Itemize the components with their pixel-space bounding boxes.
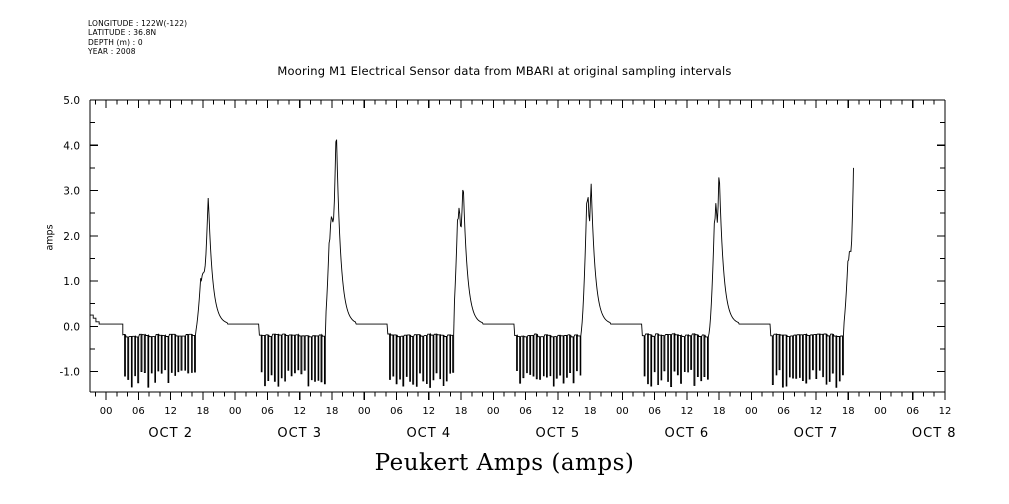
x-tick-label: 12 [164, 406, 177, 417]
x-axis-ticks [94, 100, 946, 400]
x-tick-label: 12 [422, 406, 435, 417]
y-tick-label: 3.0 [63, 186, 80, 198]
x-tick-label: 06 [906, 406, 919, 417]
x-tick-label: 18 [713, 406, 726, 417]
y-tick-label: 0.0 [63, 321, 80, 333]
y-tick-label: 4.0 [63, 140, 80, 152]
day-label: OCT 4 [406, 426, 451, 441]
x-tick-label: 18 [584, 406, 597, 417]
day-labels: OCT 2 OCT 3 OCT 4 OCT 5 OCT 6 OCT 7 OCT 8 [148, 426, 957, 441]
x-tick-label: 12 [681, 406, 694, 417]
y-tick-label: 5.0 [63, 95, 80, 107]
x-tick-label: 18 [455, 406, 468, 417]
x-tick-label: 00 [487, 406, 500, 417]
x-tick-label: 12 [551, 406, 564, 417]
chart-caption: Peukert Amps (amps) [374, 450, 635, 476]
metadata-depth: DEPTH (m) : 0 [88, 37, 143, 47]
day-label: OCT 5 [536, 426, 581, 441]
day-label: OCT 3 [277, 426, 322, 441]
plot-frame [89, 99, 946, 393]
x-tick-label: 00 [229, 406, 242, 417]
x-tick-label: 12 [293, 406, 306, 417]
day-label: OCT 8 [912, 426, 957, 441]
x-tick-label: 00 [100, 406, 113, 417]
day-label: OCT 2 [148, 426, 193, 441]
x-tick-label: 06 [777, 406, 790, 417]
metadata-latitude: LATITUDE : 36.8N [88, 28, 157, 38]
metadata-year: YEAR : 2008 [88, 47, 136, 57]
x-tick-label: 12 [810, 406, 823, 417]
y-tick-labels: 5.0 4.0 3.0 2.0 1.0 0.0 -1.0 [60, 95, 81, 379]
metadata-block: LONGITUDE : 122W(-122) LATITUDE : 36.8N … [88, 19, 187, 57]
x-tick-label: 06 [261, 406, 274, 417]
x-tick-label: 00 [616, 406, 629, 417]
data-series [90, 139, 854, 388]
x-tick-label: 00 [874, 406, 887, 417]
y-tick-label: 2.0 [63, 231, 80, 243]
x-tick-labels: 00 06 12 18 00 06 12 18 00 06 12 18 00 06 12 18 00 06 12 18… [100, 406, 952, 417]
x-tick-label: 18 [326, 406, 339, 417]
y-tick-label: 1.0 [63, 276, 80, 288]
x-tick-label: 06 [519, 406, 532, 417]
x-tick-label: 00 [358, 406, 371, 417]
x-tick-label: 06 [132, 406, 145, 417]
x-tick-label: 12 [939, 406, 952, 417]
x-tick-label: 00 [745, 406, 758, 417]
day-label: OCT 7 [794, 426, 839, 441]
x-tick-label: 06 [648, 406, 661, 417]
x-tick-label: 18 [197, 406, 210, 417]
y-tick-label: -1.0 [60, 367, 81, 379]
x-tick-label: 18 [842, 406, 855, 417]
chart-title: Mooring M1 Electrical Sensor data from M… [277, 64, 732, 78]
y-axis-ticks [90, 99, 945, 373]
metadata-longitude: LONGITUDE : 122W(-122) [88, 19, 188, 28]
data-trace [90, 139, 854, 388]
x-tick-label: 06 [390, 406, 403, 417]
day-label: OCT 6 [665, 426, 710, 441]
